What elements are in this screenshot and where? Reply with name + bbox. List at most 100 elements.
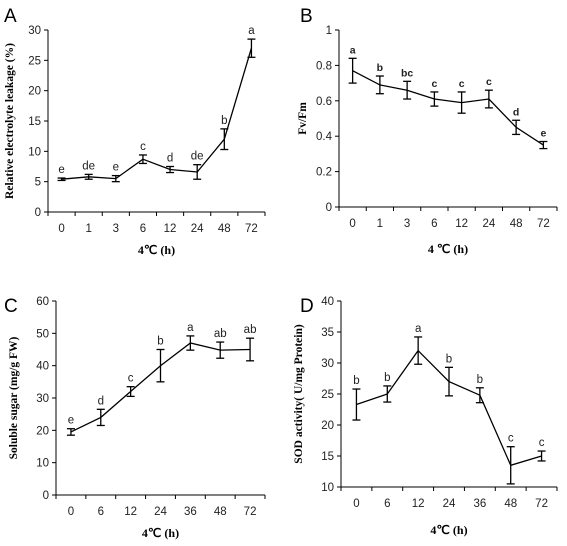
significance-letter: a [350, 44, 356, 56]
y-tick-label: 15 [321, 451, 334, 463]
panel-letter: B [300, 6, 313, 27]
y-tick-label: 40 [36, 361, 49, 373]
significance-letter: b [377, 62, 383, 74]
significance-letter: ab [244, 324, 257, 336]
x-tick-label: 72 [245, 223, 258, 235]
x-tick-label: 0 [353, 498, 359, 510]
x-tick-label: 1 [377, 218, 383, 230]
y-axis-title: SOD activity( U/mg Protein) [293, 324, 305, 464]
significance-letter: bc [401, 67, 413, 79]
series-line [352, 70, 544, 146]
x-tick-label: 3 [404, 218, 410, 230]
x-tick-label: 12 [455, 218, 468, 230]
y-axis-title: Relative electrolyte leakage (%) [4, 43, 16, 199]
x-tick-label: 36 [473, 498, 486, 510]
significance-letter: c [431, 78, 437, 90]
x-tick-label: 24 [443, 498, 456, 510]
panel-letter: C [4, 296, 18, 317]
chart-panel-a: A 0 5 10 15 20 25 30 0 1 3 6 12 24 48 72 4℃ (h) Relative … [4, 6, 266, 257]
chart-panel-c: C 0 10 20 30 40 50 60 0 6 12 24 36 48 72 4℃ (h) Soluble … [4, 296, 266, 540]
x-tick-label: 72 [535, 498, 548, 510]
significance-letter: c [508, 433, 514, 445]
significance-letter: ab [214, 328, 227, 340]
y-tick-label: 0.4 [316, 131, 333, 143]
y-tick-label: 20 [36, 425, 49, 437]
x-tick-label: 36 [184, 506, 197, 518]
significance-letter: b [353, 375, 359, 387]
significance-letter: a [248, 25, 255, 37]
y-tick-label: 0 [326, 202, 332, 214]
x-tick-label: 12 [412, 498, 425, 510]
y-tick-label: 5 [35, 177, 41, 189]
y-tick-label: 60 [36, 296, 49, 308]
y-tick-label: 1 [326, 25, 332, 37]
y-axis-title: Fv/Fm [297, 102, 309, 135]
panel-letter: D [300, 296, 314, 317]
y-tick-label: 30 [28, 25, 41, 37]
significance-letter: c [128, 373, 134, 385]
x-tick-label: 3 [113, 223, 119, 235]
y-tick-label: 0 [43, 490, 49, 502]
significance-letter: a [415, 323, 422, 335]
significance-letter: e [68, 415, 74, 427]
significance-letter: b [157, 336, 163, 348]
x-tick-label: 6 [431, 218, 437, 230]
significance-letter: a [187, 322, 194, 334]
significance-letter: b [477, 374, 483, 386]
x-tick-label: 0 [58, 223, 64, 235]
y-tick-label: 0.8 [316, 60, 332, 72]
significance-letter: b [221, 115, 227, 127]
panel-letter: A [4, 6, 17, 27]
x-axis-title: 4℃ (h) [430, 523, 467, 537]
x-tick-label: 72 [244, 506, 257, 518]
x-tick-label: 6 [140, 223, 146, 235]
significance-letter: c [459, 78, 465, 90]
y-tick-label: 0 [35, 207, 41, 219]
significance-letter: de [82, 160, 95, 172]
x-tick-label: 12 [124, 506, 137, 518]
x-tick-label: 6 [384, 498, 390, 510]
x-tick-label: 1 [85, 223, 91, 235]
x-tick-label: 48 [510, 218, 523, 230]
x-tick-label: 24 [154, 506, 167, 518]
x-tick-label: 12 [164, 223, 177, 235]
y-tick-label: 40 [321, 296, 334, 308]
series-line [61, 48, 253, 180]
y-tick-label: 50 [36, 328, 49, 340]
x-axis-title: 4℃ (h) [138, 243, 175, 257]
x-axis-title: 4℃ (h) [142, 526, 179, 540]
x-tick-label: 72 [537, 218, 550, 230]
significance-letter: b [446, 353, 452, 365]
y-tick-label: 10 [28, 146, 41, 158]
y-tick-label: 30 [36, 393, 49, 405]
significance-letter: b [384, 372, 390, 384]
y-tick-label: 20 [28, 86, 41, 98]
significance-letter: de [191, 151, 204, 163]
x-tick-label: 48 [504, 498, 517, 510]
x-tick-label: 24 [482, 218, 495, 230]
y-axis-title: Soluble sugar (mg/g FW) [8, 336, 20, 459]
significance-letter: d [513, 106, 519, 118]
x-tick-label: 0 [349, 218, 355, 230]
y-tick-label: 35 [321, 327, 334, 339]
significance-letter: e [58, 164, 64, 176]
significance-letter: d [98, 395, 104, 407]
y-tick-label: 10 [36, 458, 49, 470]
y-tick-label: 25 [28, 55, 41, 67]
y-tick-label: 0.2 [316, 167, 332, 179]
x-tick-label: 24 [191, 223, 204, 235]
y-tick-label: 10 [321, 482, 334, 494]
significance-letter: c [486, 76, 492, 88]
x-tick-label: 0 [68, 506, 74, 518]
y-tick-label: 25 [321, 389, 334, 401]
y-tick-label: 0.6 [316, 96, 332, 108]
x-tick-label: 6 [98, 506, 104, 518]
x-axis-title: 4 ℃ (h) [428, 242, 468, 256]
chart-panel-b: B 0 0.2 0.4 0.6 0.8 1 0 1 3 6 12 24 48 72 4 ℃ (h) Fv/Fm a… [297, 6, 558, 256]
x-tick-label: 48 [214, 506, 227, 518]
significance-letter: d [167, 153, 173, 165]
y-tick-label: 30 [321, 358, 334, 370]
significance-letter: c [539, 437, 545, 449]
significance-letter: c [140, 141, 146, 153]
